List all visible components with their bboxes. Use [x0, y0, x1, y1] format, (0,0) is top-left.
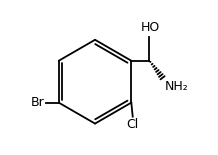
Text: Cl: Cl [127, 118, 139, 131]
Text: Br: Br [31, 96, 45, 109]
Text: NH₂: NH₂ [165, 80, 189, 93]
Text: HO: HO [141, 20, 160, 33]
